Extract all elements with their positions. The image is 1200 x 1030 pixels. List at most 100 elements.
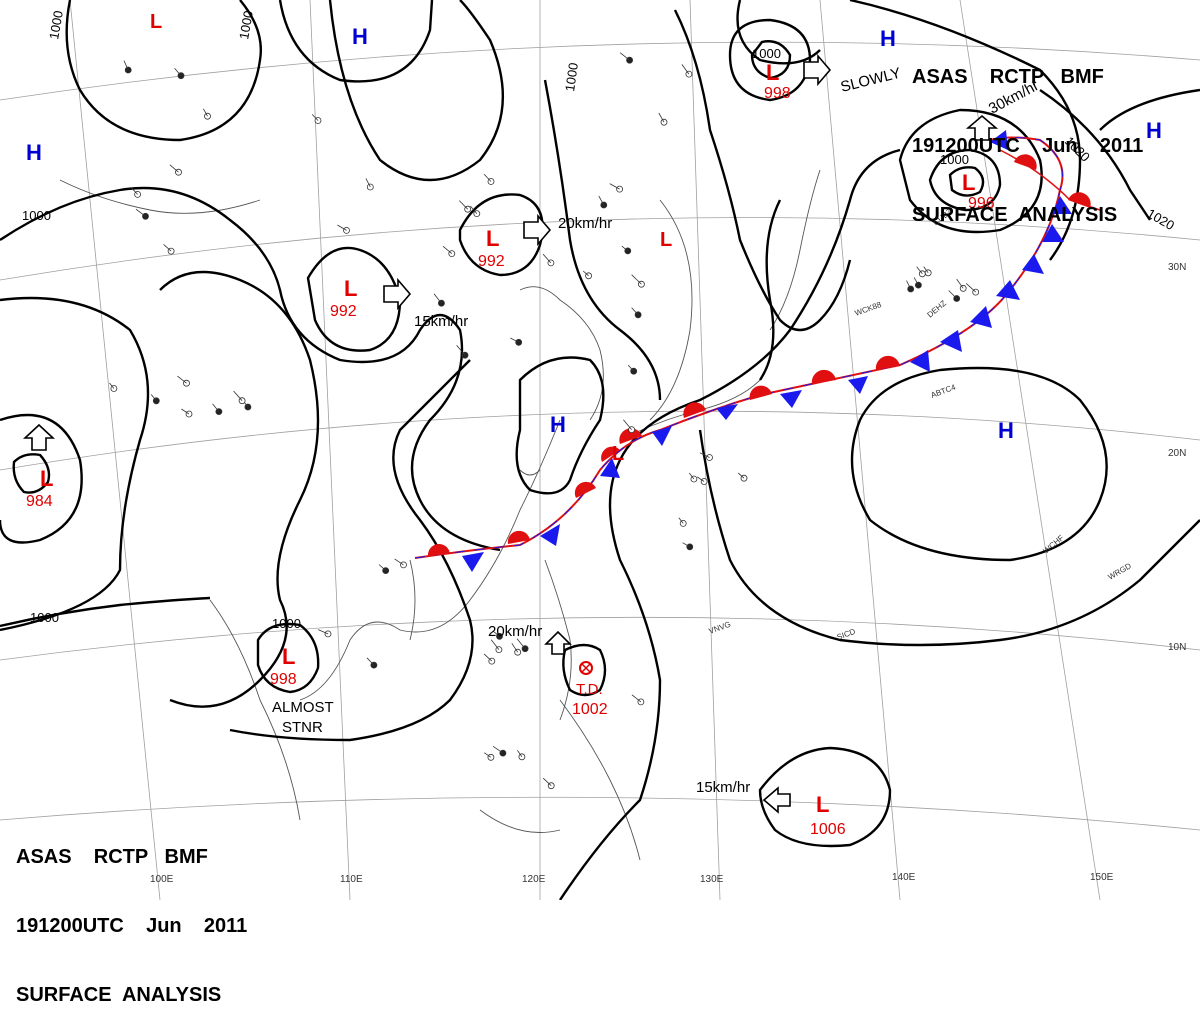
isobars [0, 0, 1200, 900]
arrow-west-1 [762, 786, 791, 814]
isobar-label: 1000 [752, 46, 781, 61]
wind-barb [737, 472, 745, 479]
wind-barb [913, 277, 919, 286]
isobar-label: 1000 [272, 616, 301, 631]
wind-barb [681, 64, 690, 75]
wind-barb [470, 205, 478, 214]
wind-barb [948, 290, 957, 299]
low-symbol: L [40, 466, 53, 491]
arrow-north-1 [965, 114, 999, 141]
lat-label: 20N [1168, 448, 1186, 459]
isobar-label: 1000 [22, 208, 51, 223]
wind-barb [130, 187, 138, 195]
wind-barb [394, 558, 404, 566]
low-pressure: 984 [26, 493, 53, 510]
low-symbol: L [150, 11, 162, 33]
wind-barb [542, 253, 552, 264]
wind-barb [483, 653, 493, 662]
wind-barb [631, 274, 642, 285]
lon-label: 130E [700, 874, 724, 885]
wind-barb [169, 164, 179, 173]
header-line: ASAS RCTP BMF [16, 846, 208, 868]
weather-map: L 998 L 996 L 992 L 992 L L 984 L L 998 … [0, 0, 1200, 900]
wind-barb [906, 280, 912, 290]
tropical-depression-symbol [579, 661, 593, 675]
wind-barb [619, 52, 630, 61]
low-symbol: L [766, 60, 779, 85]
wind-barb [511, 643, 519, 653]
wind-barb [456, 345, 466, 356]
low-symbol: L [612, 443, 624, 465]
low-pressure: 1006 [810, 821, 846, 838]
motion-label: 15km/hr [696, 779, 750, 796]
lon-label: 110E [340, 874, 363, 885]
wind-barb [163, 244, 172, 252]
wind-barb [542, 777, 552, 786]
wind-barb [490, 639, 500, 650]
low-symbol: L [816, 792, 829, 817]
wind-barb [627, 364, 634, 372]
station-plots [109, 52, 980, 790]
wind-barb [378, 564, 386, 571]
motion-label: 20km/hr [558, 215, 612, 232]
lon-label: 120E [522, 874, 546, 885]
header-line: SURFACE ANALYSIS [16, 984, 222, 1006]
wind-barb [311, 114, 319, 121]
high-symbol: H [352, 24, 368, 49]
isobar-label: 1000 [30, 610, 59, 625]
lon-label: 150E [1090, 872, 1114, 883]
isobar-label: 1000 [46, 9, 66, 40]
wind-barb [956, 278, 964, 289]
header-top: ASAS RCTP BMF 191200UTC Jun 2011 SURFACE… [912, 20, 1143, 250]
lat-lon-grid [0, 0, 1200, 900]
wind-barb [916, 266, 923, 275]
arrow-north-2 [22, 423, 56, 451]
motion-label: 15km/hr [414, 313, 468, 330]
wind-barb [442, 245, 453, 254]
motion-label: ALMOST [272, 699, 334, 716]
low-pressure: 996 [968, 195, 995, 212]
header-line: 191200UTC Jun 2011 [912, 135, 1144, 157]
low-symbol: L [344, 276, 357, 301]
motion-label: STNR [282, 719, 323, 736]
wind-barb [318, 629, 329, 635]
low-symbol: L [486, 226, 499, 251]
wind-barb [483, 173, 492, 182]
high-symbol: H [550, 412, 566, 437]
low-symbol: L [660, 229, 672, 251]
wind-barb [609, 183, 620, 190]
wind-barb [203, 108, 208, 117]
wind-barb [337, 224, 347, 231]
wind-barb [433, 293, 442, 304]
wind-barb [623, 419, 632, 430]
wind-barb [516, 638, 526, 649]
wind-barb [177, 375, 187, 384]
wind-barb [233, 390, 243, 401]
wind-barb [699, 452, 710, 458]
wind-barb [678, 517, 684, 524]
wind-barb [123, 60, 129, 71]
low-pressure: 992 [330, 303, 357, 320]
stationary-front [414, 130, 1101, 572]
motion-label: 20km/hr [488, 623, 542, 640]
wind-barb [459, 200, 468, 210]
wind-barb [212, 403, 220, 412]
wind-barb [365, 178, 371, 188]
lon-label: 100E [150, 874, 174, 885]
lat-label: 30N [1168, 262, 1186, 273]
high-symbol: H [998, 418, 1014, 443]
arrow-east-3 [383, 277, 412, 311]
wind-barb [109, 382, 115, 389]
wind-barb [688, 472, 695, 480]
low-symbol: L [282, 644, 295, 669]
wind-barb [621, 245, 629, 252]
wind-barb [517, 750, 523, 758]
high-symbol: H [880, 26, 896, 51]
wind-barb [631, 694, 642, 703]
td-label: T.D. [576, 681, 603, 698]
wind-barb [658, 112, 665, 123]
wind-barb [135, 208, 146, 217]
wind-barb [366, 657, 375, 666]
wind-barb [582, 270, 589, 277]
isobar-label: 1000 [236, 9, 256, 40]
